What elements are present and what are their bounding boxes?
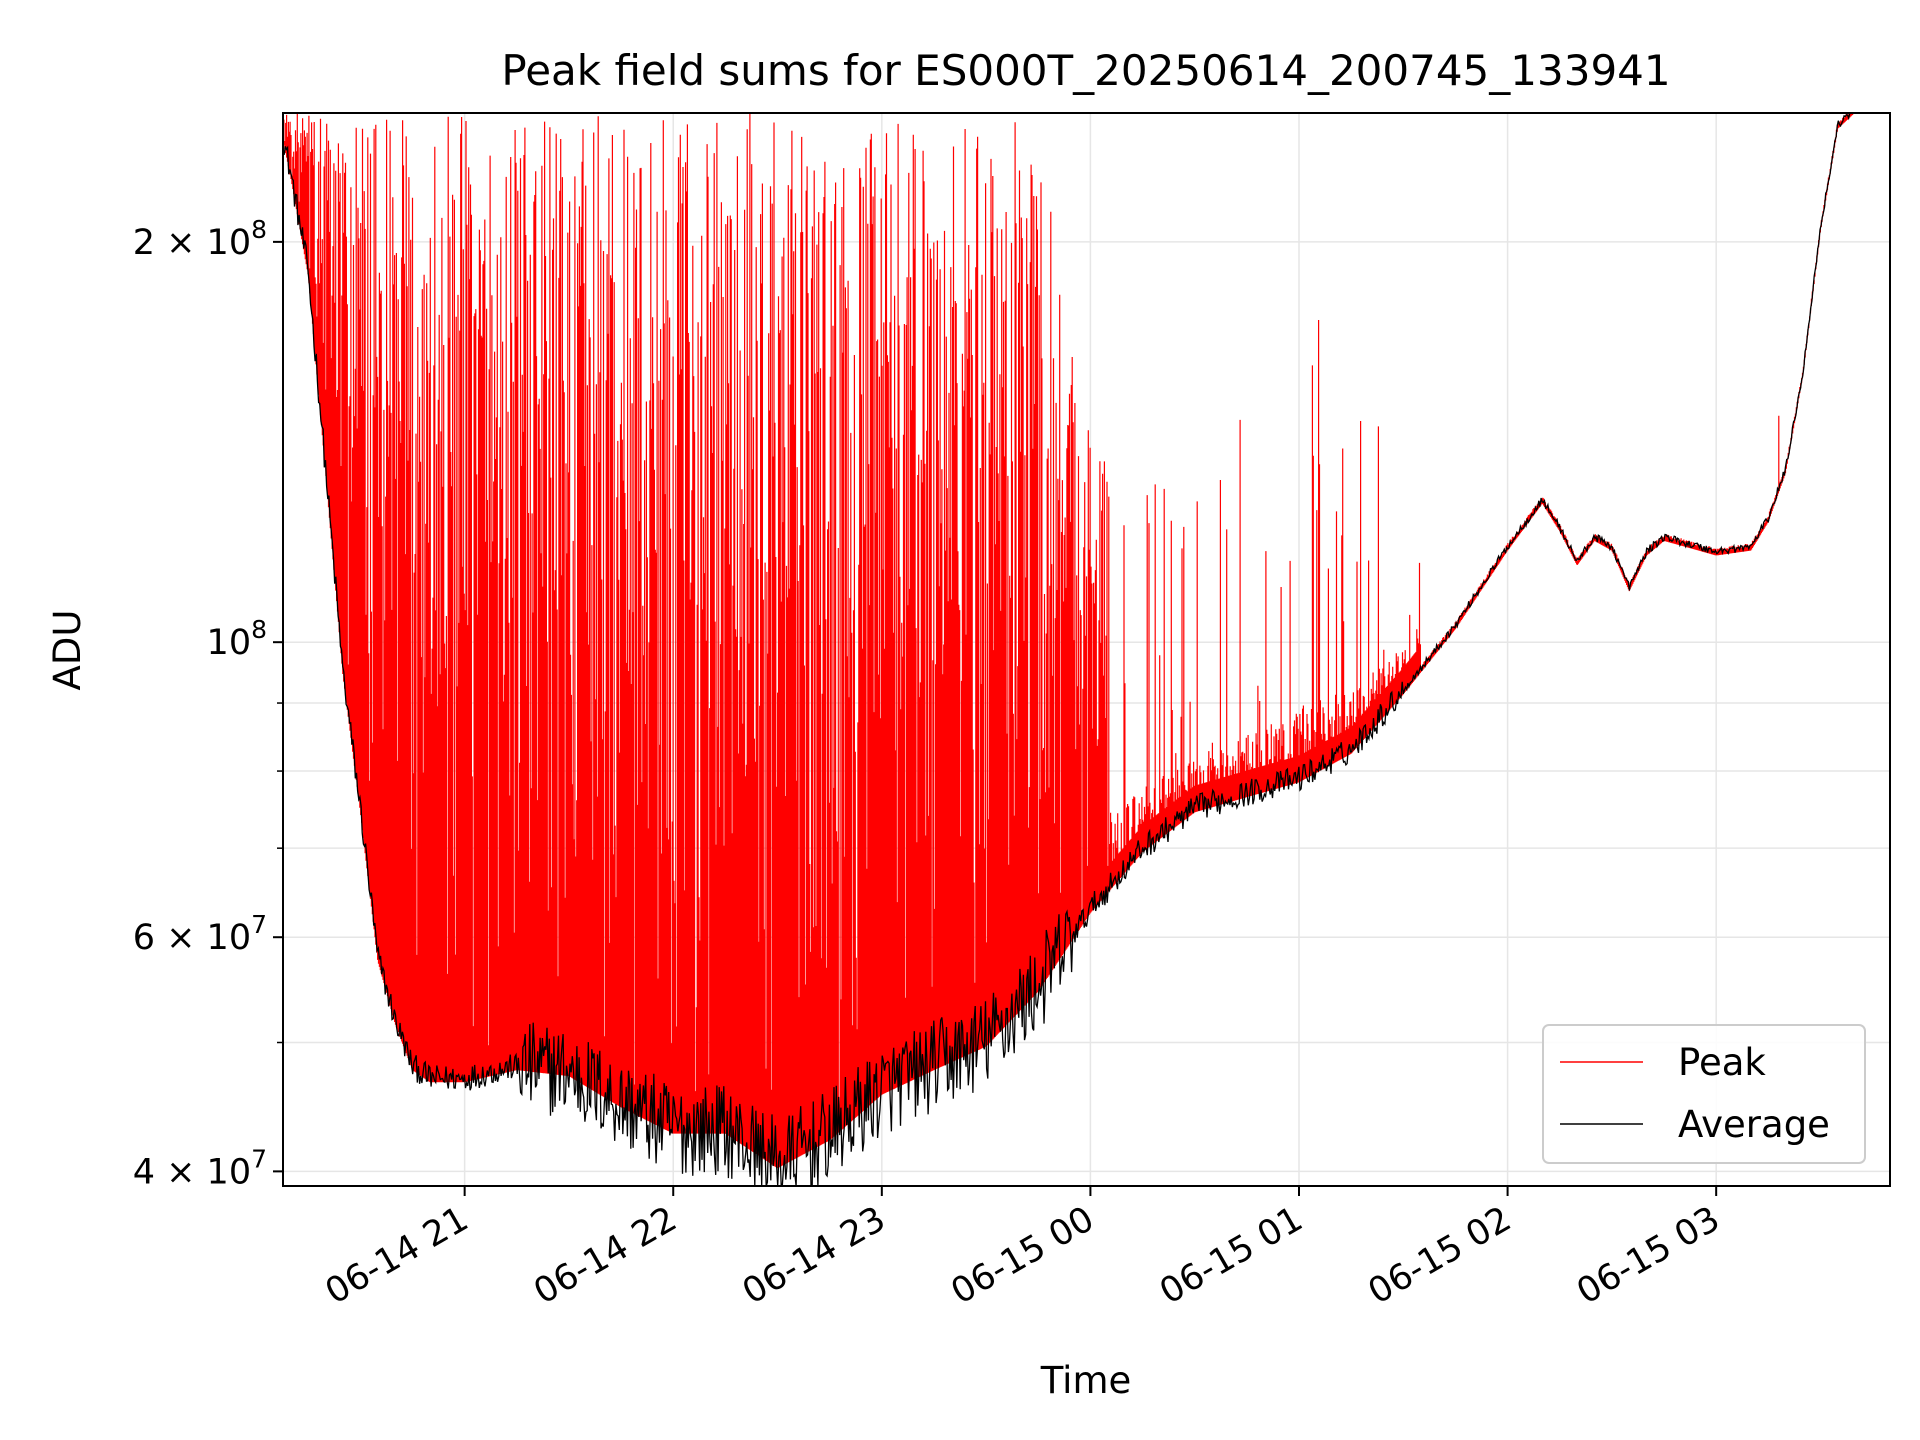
y-tick-label: 6 × 107 — [133, 910, 267, 958]
legend-peak-label: Peak — [1678, 1041, 1766, 1084]
y-tick-label: 2 × 108 — [133, 215, 267, 263]
y-axis-label: ADU — [46, 610, 89, 691]
legend-box — [1542, 1024, 1866, 1164]
average-line — [282, 112, 1890, 1188]
legend: Peak Average — [1542, 1024, 1866, 1164]
plot-frame — [282, 112, 1891, 1187]
x-axis-label: Time — [1040, 1359, 1132, 1402]
chart-title: Peak field sums for ES000T_20250614_2007… — [501, 46, 1670, 95]
average-series — [282, 112, 1890, 1188]
y-tick-label: 4 × 107 — [133, 1144, 267, 1192]
legend-average-label: Average — [1678, 1103, 1830, 1146]
